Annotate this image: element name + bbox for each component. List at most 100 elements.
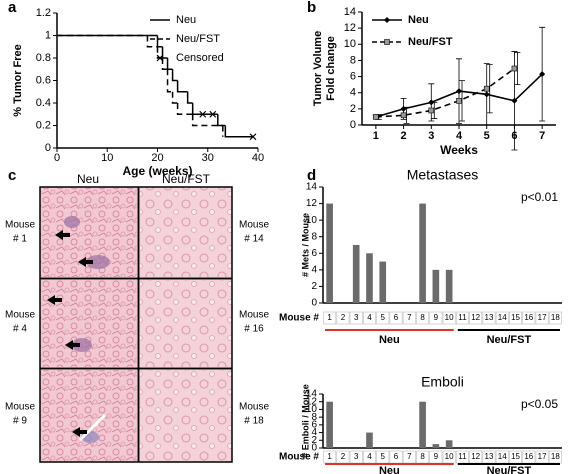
x-tick-label: 3	[428, 130, 434, 142]
error-bar	[514, 51, 521, 86]
category-box	[442, 311, 456, 325]
legend-label: Neu/FST	[408, 36, 453, 48]
arrow	[78, 257, 93, 267]
row-label: Mouse	[239, 310, 269, 321]
y-tick-label: 0	[311, 298, 317, 309]
row-label: # 9	[13, 416, 27, 427]
arrow	[55, 230, 70, 240]
x-tick-label: 5	[381, 452, 386, 461]
survival-step	[166, 58, 173, 70]
tumor-focus	[72, 338, 92, 352]
histology-image	[40, 280, 137, 367]
group-label: Neu/FST	[487, 334, 532, 346]
y-tick-label: 6	[311, 419, 317, 430]
x-tick-label: 20	[151, 152, 163, 164]
error-bar	[403, 106, 410, 124]
x-tick-label: 1	[373, 130, 379, 142]
category-box	[495, 311, 509, 325]
x-tick-label: 4	[367, 452, 372, 461]
category-box	[429, 311, 443, 325]
category-box	[469, 311, 483, 325]
histology-image	[140, 280, 232, 367]
marker	[373, 114, 379, 120]
x-tick-label: 9	[434, 313, 439, 322]
x-tick-label: 10	[445, 452, 454, 461]
y-tick-label: 2	[311, 435, 317, 446]
y-tick-label: 14	[344, 6, 356, 18]
y-tick-label: 2	[311, 281, 317, 292]
x-tick-label: 2	[341, 313, 346, 322]
category-box	[482, 311, 496, 325]
chart-title: Metastases	[407, 167, 479, 183]
group-label: Neu/FST	[487, 465, 532, 474]
y-tick-label: 10	[306, 215, 318, 226]
chart-title: Emboli	[421, 374, 464, 390]
image-frame	[39, 186, 233, 463]
x-tick-label: 12	[471, 313, 480, 322]
category-box	[323, 311, 337, 325]
row-label: # 18	[244, 416, 264, 427]
y-tick-label: 1	[45, 29, 51, 41]
x-tick-label: 7	[407, 452, 412, 461]
group-label: Neu	[379, 334, 400, 346]
y-tick-label: 6	[311, 248, 317, 259]
y-tick-label: 8	[311, 231, 317, 242]
x-tick-label: 2	[401, 130, 407, 142]
x-tick-label: 6	[394, 313, 399, 322]
y-tick-label: 10	[344, 38, 356, 50]
marker	[400, 105, 407, 112]
bar	[419, 203, 426, 303]
y-tick-label: 14	[306, 182, 318, 193]
x-tick-label: 16	[524, 452, 533, 461]
row-label: Mouse	[5, 220, 35, 231]
histology-grid: Neu Neu/FST	[39, 172, 233, 463]
tumor-focus	[86, 255, 110, 269]
bar	[366, 253, 373, 303]
y-tick-label: 4	[350, 87, 356, 99]
x-tick-label: 1	[327, 452, 332, 461]
y-tick-label: 8	[350, 54, 356, 66]
panel-label: d	[307, 167, 316, 184]
row-label: # 16	[244, 324, 264, 335]
panel-label: a	[8, 0, 17, 16]
x-tick-label: 30	[202, 152, 214, 164]
category-box	[389, 311, 403, 325]
y-axis-label: % Tumor Free	[12, 44, 24, 117]
bar	[432, 444, 440, 448]
x-tick-label: 3	[354, 452, 359, 461]
row-label: Mouse	[239, 402, 269, 413]
y-tick-label: 0.8	[36, 52, 51, 64]
censor-mark	[209, 110, 217, 118]
error-bar	[431, 102, 438, 119]
x-tick-label: 12	[471, 452, 480, 461]
survival-step	[166, 69, 173, 93]
x-tick-label: 5	[381, 313, 386, 322]
survival-step	[171, 69, 178, 82]
arrow	[65, 340, 80, 350]
bar	[445, 440, 453, 448]
bar	[432, 269, 440, 303]
category-box	[416, 311, 430, 325]
marker	[456, 88, 462, 95]
x-tick-label: 8	[420, 452, 425, 461]
legend-marker	[384, 17, 390, 23]
legend-label: Censored	[176, 52, 224, 64]
survival-step	[217, 114, 226, 127]
vessel	[78, 413, 107, 442]
survival-step	[161, 58, 168, 70]
x-axis-label: Age (weeks)	[122, 164, 192, 178]
x-tick-label: 3	[354, 313, 359, 322]
bar	[366, 432, 373, 448]
x-tick-label: 40	[252, 152, 264, 164]
y-axis-label: Tumor Volume	[312, 31, 324, 106]
survival-step	[161, 46, 168, 59]
y-tick-label: 12	[306, 198, 318, 209]
x-tick-label: 11	[458, 452, 467, 461]
panel-label: b	[307, 0, 316, 16]
category-box	[509, 311, 522, 325]
column-header: Neu/FST	[162, 172, 211, 186]
category-box	[455, 311, 469, 325]
x-tick-label: 18	[551, 452, 560, 461]
x-axis-label: Mouse #	[279, 452, 319, 463]
